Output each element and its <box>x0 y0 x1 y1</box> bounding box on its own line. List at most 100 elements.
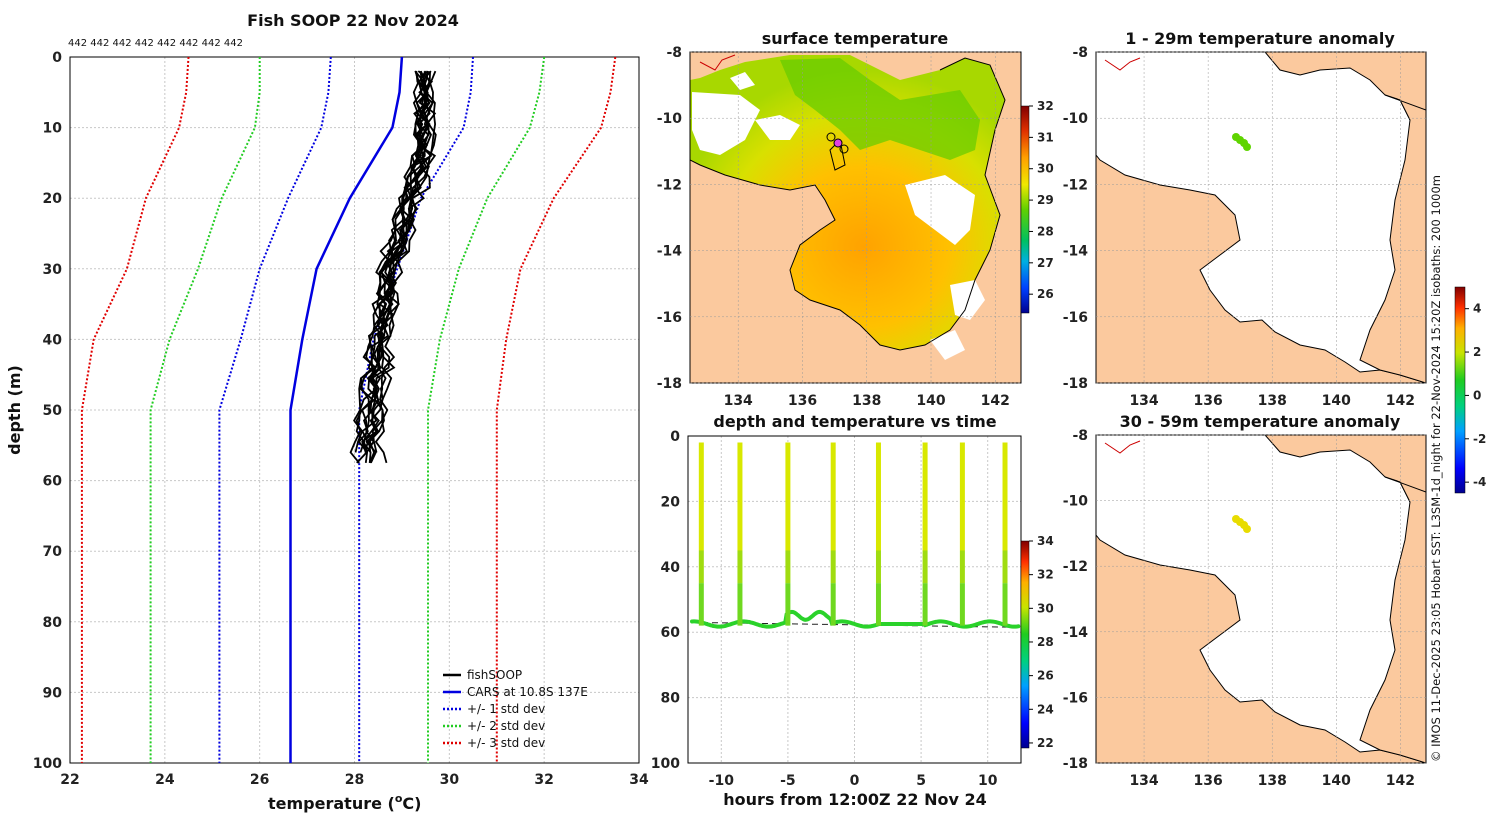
profile-legend: fishSOOP CARS at 10.8S 137E +/- 1 std de… <box>443 668 588 750</box>
x-tick-label: 26 <box>250 772 269 788</box>
lon-tick-label: 136 <box>1194 393 1223 409</box>
x-tick-label: 28 <box>345 772 364 788</box>
curve-minus3 <box>80 57 190 763</box>
lat-tick-label: -18 <box>657 376 682 392</box>
time-x-tick-label: -10 <box>709 773 735 789</box>
anomaly-bottom-title: 30 - 59m temperature anomaly <box>1120 412 1401 431</box>
time-x-tick-label: 0 <box>850 773 860 789</box>
anomaly-map-bottom: 30 - 59m temperature anomaly 134 136 138 14… <box>1063 412 1427 789</box>
curve-plus3 <box>495 57 617 763</box>
time-x-tick-label: 10 <box>978 773 998 789</box>
lon-tick-label: 134 <box>1129 393 1158 409</box>
time-colorbar <box>1020 540 1030 749</box>
colorbar-tick-label: 28 <box>1037 224 1054 238</box>
colorbar-tick-label: 28 <box>1037 635 1054 649</box>
x-tick-label: 34 <box>629 772 649 788</box>
y-tick-label: 90 <box>43 685 63 701</box>
colorbar-tick-label: 30 <box>1037 162 1054 176</box>
colorbar-tick-label: -2 <box>1473 432 1486 446</box>
time-y-tick-label: 100 <box>651 756 680 772</box>
lon-tick-label: 138 <box>1258 393 1287 409</box>
y-tick-label: 70 <box>43 544 63 560</box>
anomaly-bottom-island-outline <box>1104 440 1141 454</box>
bottom-trace <box>690 609 1021 629</box>
colorbar-tick-label: 4 <box>1473 302 1481 316</box>
y-tick-label: 0 <box>52 50 62 66</box>
sst-colorbar-ticks: 26 27 28 29 30 31 32 <box>1029 99 1054 301</box>
colorbar-tick-label: 31 <box>1037 130 1054 144</box>
lon-tick-label: 140 <box>916 393 945 409</box>
sst-map-title: surface temperature <box>762 29 949 48</box>
lat-tick-label: -10 <box>657 111 683 127</box>
lat-tick-label: -10 <box>1063 494 1089 510</box>
sst-map-tick-labels: 134 136 138 140 142 -8 -10 -12 -14 -16 -18 <box>657 45 1021 409</box>
legend-entry-fishsoop: fishSOOP <box>467 668 522 682</box>
y-tick-label: 20 <box>43 191 63 207</box>
legend-entry-std3: +/- 3 std dev <box>467 736 545 750</box>
lon-tick-label: 134 <box>724 393 753 409</box>
lat-tick-label: -14 <box>1063 244 1089 260</box>
fish-profile <box>365 70 429 464</box>
lat-tick-label: -10 <box>1063 111 1089 127</box>
colorbar-tick-label: 32 <box>1037 568 1054 582</box>
x-tick-label: 30 <box>440 772 460 788</box>
colorbar-tick-label: 2 <box>1473 345 1481 359</box>
lon-tick-label: 138 <box>852 393 881 409</box>
anomaly-top-island-outline <box>1104 57 1141 71</box>
sst-cool-patch <box>780 58 980 160</box>
time-y-tick-label: 20 <box>661 494 681 510</box>
curve-minus1 <box>218 57 332 763</box>
side-note: © IMOS 11-Dec-2025 23:05 Hobart SST: L3S… <box>1429 175 1443 762</box>
profile-chart: Fish SOOP 22 Nov 2024 442 442 442 442 44… <box>5 11 649 813</box>
curve-plus2 <box>427 57 546 763</box>
y-tick-label: 80 <box>43 615 63 631</box>
lon-tick-label: 140 <box>1322 393 1351 409</box>
y-tick-label: 40 <box>43 332 63 348</box>
lat-tick-label: -16 <box>657 310 682 326</box>
x-tick-label: 22 <box>60 772 79 788</box>
anomaly-bottom-land-north <box>1264 435 1426 503</box>
colorbar-tick-label: 24 <box>1037 702 1054 716</box>
colorbar-tick-label: 30 <box>1037 601 1054 615</box>
lon-tick-label: 136 <box>1194 773 1223 789</box>
lat-tick-label: -16 <box>1063 690 1088 706</box>
anomaly-bottom-tick-labels: 134 136 138 140 142 -8 -10 -12 -14 -16 -18 <box>1063 428 1426 789</box>
sst-track-markers <box>826 132 849 154</box>
sst-cloud-gaps <box>692 72 985 360</box>
anomaly-top-title: 1 - 29m temperature anomaly <box>1125 29 1395 48</box>
legend-entry-cars: CARS at 10.8S 137E <box>467 685 588 699</box>
fish-profile <box>368 70 431 453</box>
anomaly-bottom-land-east <box>1359 476 1426 763</box>
curve-plus1 <box>358 57 474 763</box>
colorbar-tick-label: 0 <box>1473 388 1481 402</box>
curve-minus2 <box>149 57 261 763</box>
anomaly-colorbar <box>1454 286 1466 494</box>
profile-y-tick-labels: 0 10 20 30 40 50 60 70 80 90 100 <box>33 50 62 772</box>
lat-tick-label: -14 <box>657 244 683 260</box>
colorbar-tick-label: -4 <box>1473 475 1486 489</box>
lon-tick-label: 134 <box>1129 773 1158 789</box>
lat-tick-label: -18 <box>1063 756 1088 772</box>
lat-tick-label: -8 <box>1072 45 1088 61</box>
curve-cars <box>289 57 404 763</box>
lat-tick-label: -8 <box>1072 428 1088 444</box>
colorbar-tick-label: 22 <box>1037 736 1054 750</box>
time-x-tick-label: -5 <box>780 773 796 789</box>
lon-tick-label: 138 <box>1258 773 1287 789</box>
profile-x-axis-label: temperature (oC) <box>268 792 421 813</box>
colorbar-tick-label: 26 <box>1037 287 1054 301</box>
lat-tick-label: -12 <box>1063 177 1088 193</box>
profile-grid <box>69 56 640 764</box>
anomaly-top-land-north <box>1264 52 1426 121</box>
lon-tick-label: 142 <box>1386 393 1415 409</box>
profile-curves <box>80 57 617 763</box>
colorbar-tick-label: 32 <box>1037 99 1054 113</box>
fishsoop-profiles <box>349 70 437 464</box>
fish-profile <box>374 70 437 464</box>
anomaly-bottom-track <box>1232 515 1251 533</box>
time-x-tick-label: 5 <box>916 773 926 789</box>
colorbar-tick-label: 27 <box>1037 256 1054 270</box>
x-tick-label: 32 <box>534 772 553 788</box>
